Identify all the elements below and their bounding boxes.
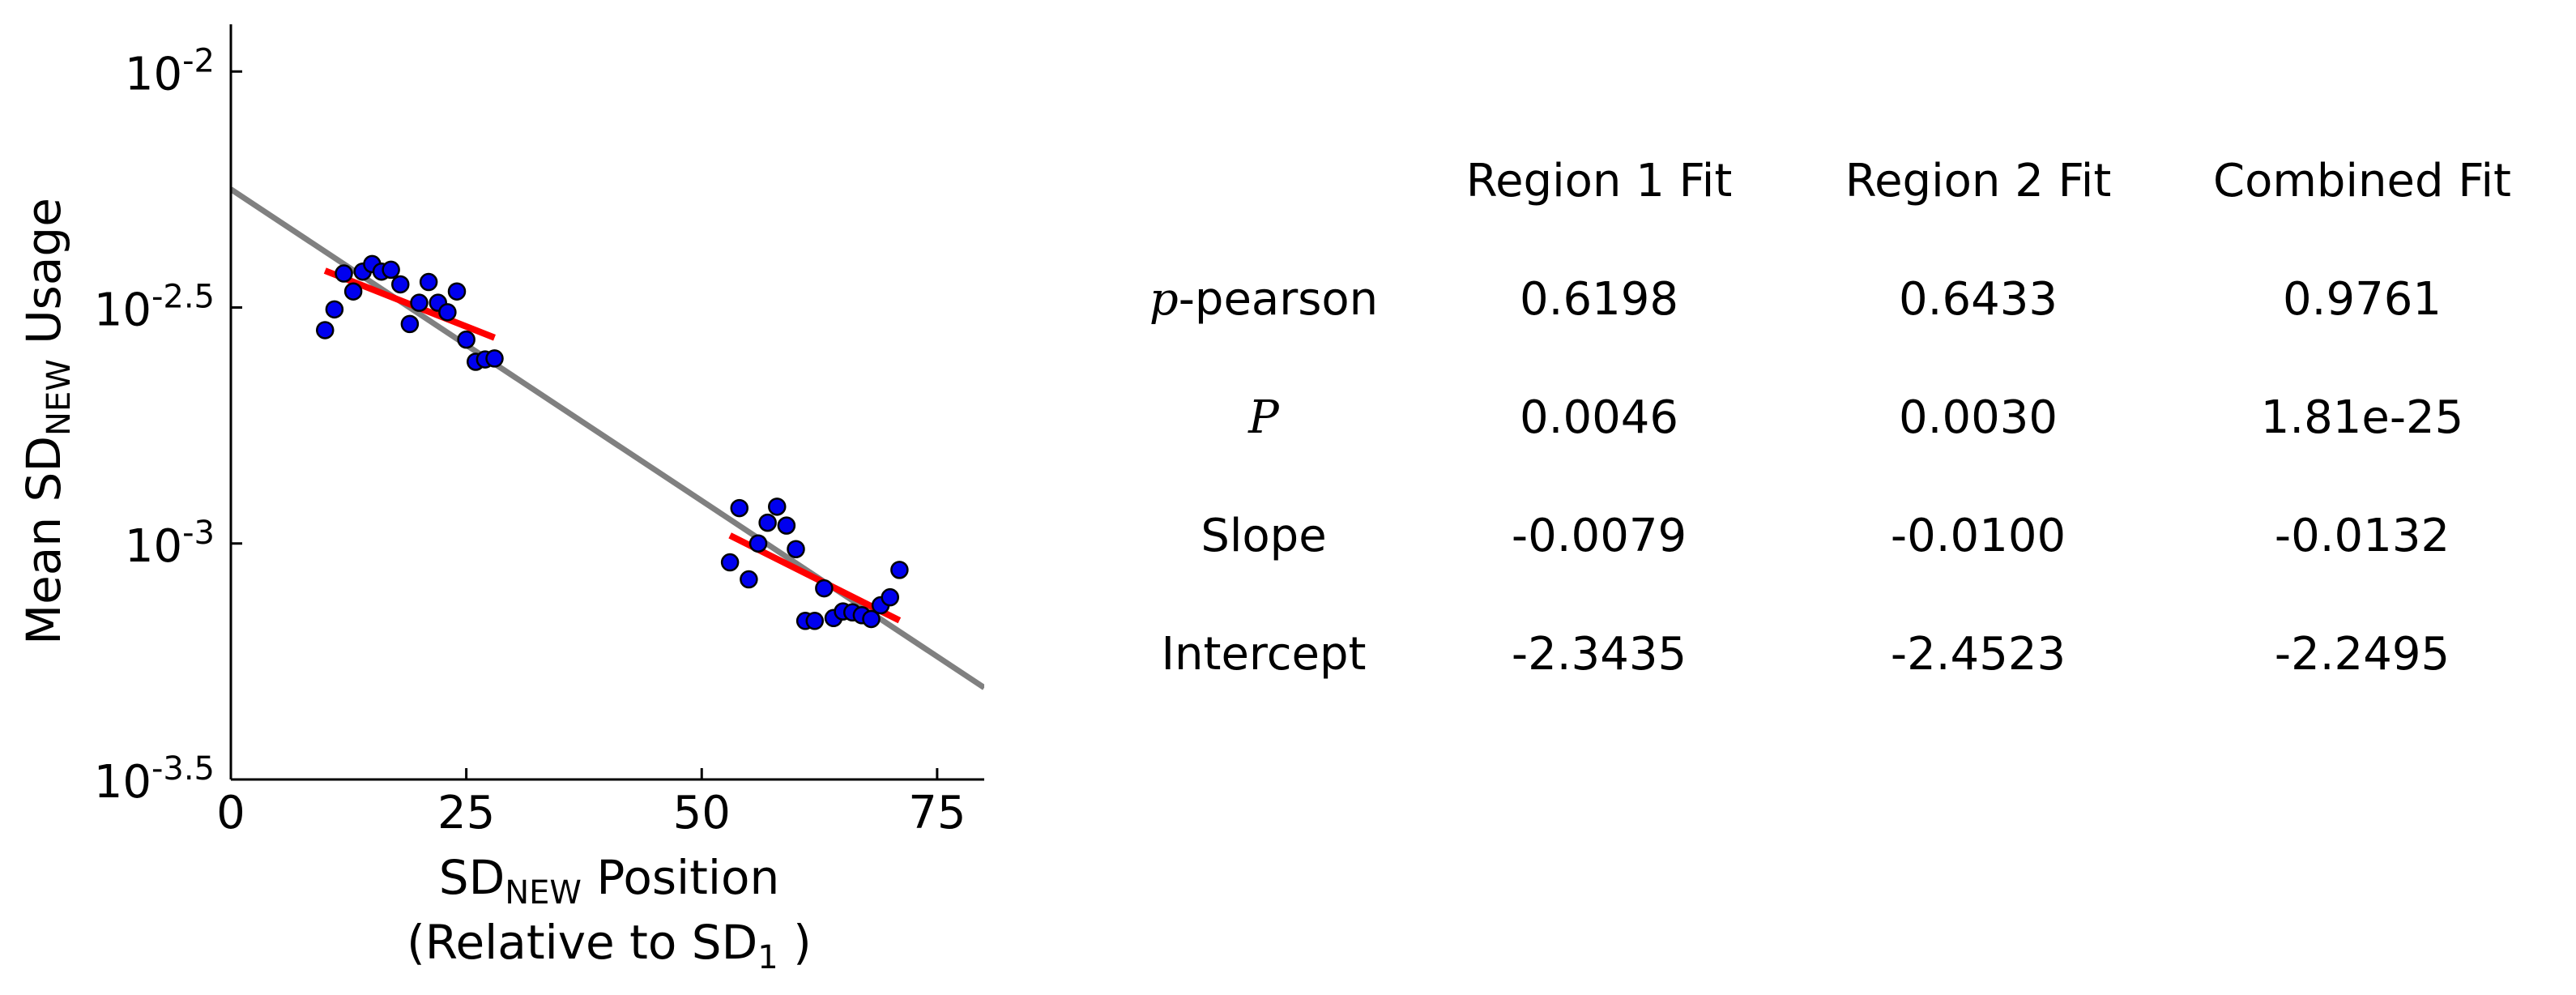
table-row-intercept: Intercept -2.3435 -2.4523 -2.2495	[1118, 595, 2557, 713]
data-point	[325, 300, 344, 319]
y-axis-label: Mean SDNEW Usage	[16, 198, 78, 645]
table-cell: 0.9761	[2283, 272, 2442, 326]
row-label-intercept: Intercept	[1118, 595, 1410, 713]
table-header-region1: Region 1 Fit	[1465, 154, 1733, 207]
x-axis-label-sub: NEW	[505, 874, 582, 912]
table-header-corner	[1118, 122, 1410, 240]
data-point	[720, 553, 740, 572]
row-label-pearson: p-pearson	[1118, 240, 1410, 358]
data-point	[457, 330, 476, 349]
data-point	[748, 534, 768, 553]
x-tick-label: 25	[437, 787, 495, 839]
x-axis-label-line1: SDNEW Position	[439, 850, 780, 912]
data-point	[768, 498, 787, 516]
row-label-math: P	[1248, 391, 1279, 444]
axes	[229, 24, 984, 781]
table-row-slope: Slope -0.0079 -0.0100 -0.0132	[1118, 476, 2557, 595]
x-tick-label: 75	[908, 787, 966, 839]
data-point	[343, 282, 363, 301]
data-point	[400, 314, 420, 334]
plot-area	[231, 186, 984, 690]
y-ticks: 10-2 10-2.5 10-3 10-3.5	[94, 42, 242, 809]
row-label-math: p	[1149, 272, 1179, 326]
x-axis-label2-main: (Relative to SD	[407, 915, 757, 970]
row-label-text: Intercept	[1161, 627, 1367, 681]
data-point	[740, 570, 758, 589]
table-row-pearson: p-pearson 0.6198 0.6433 0.9761	[1118, 240, 2557, 358]
table-cell: -0.0079	[1511, 509, 1687, 562]
y-tick-label: 10-2.5	[94, 279, 215, 337]
data-point	[316, 321, 335, 339]
fit-statistics-table: Region 1 Fit Region 2 Fit Combined Fit p…	[1118, 122, 2557, 713]
table-cell: -2.4523	[1890, 627, 2066, 681]
x-axis-label2-sub: 1	[757, 939, 778, 976]
y-axis-label-sub: NEW	[41, 359, 78, 436]
table-header-region2: Region 2 Fit	[1845, 154, 2112, 207]
table-cell: 0.6433	[1899, 272, 2058, 326]
region-fit-line	[323, 267, 496, 341]
data-point	[485, 349, 504, 368]
table-cell: -0.0100	[1890, 509, 2066, 562]
data-point	[805, 612, 824, 630]
table-row-p-value: P 0.0046 0.0030 1.81e-25	[1118, 358, 2557, 476]
x-axis-label-tail: Position	[582, 850, 779, 905]
row-label-p-value: P	[1118, 358, 1410, 476]
data-point	[815, 579, 834, 598]
data-point	[787, 540, 805, 558]
row-label-slope: Slope	[1118, 476, 1410, 595]
table-cell: -0.0132	[2274, 509, 2450, 562]
table-cell: 1.81e-25	[2260, 391, 2464, 444]
table-cell: -2.3435	[1511, 627, 1687, 681]
table-cell: 0.6198	[1520, 272, 1678, 326]
data-point	[881, 587, 899, 607]
x-tick-label: 0	[216, 787, 245, 839]
data-point	[419, 272, 438, 292]
data-point	[335, 264, 353, 283]
data-point	[447, 282, 467, 301]
x-ticks: 0 25 50 75	[216, 768, 966, 839]
data-point	[730, 498, 748, 518]
data-point	[438, 303, 457, 322]
x-axis-label-main: SD	[439, 850, 505, 905]
data-point	[382, 260, 400, 280]
x-axis-label-line2: (Relative to SD1 )	[407, 915, 812, 976]
row-label-text: Slope	[1201, 509, 1327, 562]
y-tick-label: 10-2	[125, 42, 215, 100]
table-cell: 0.0046	[1520, 391, 1678, 444]
data-point	[410, 293, 429, 312]
table-cell: 0.0030	[1899, 391, 2058, 444]
data-point	[890, 561, 909, 579]
data-point	[758, 513, 777, 532]
y-axis-label-main: Mean SD	[16, 436, 71, 645]
x-tick-label: 50	[673, 787, 731, 839]
y-tick-label: 10-3	[125, 515, 215, 573]
y-tick-label: 10-3.5	[94, 750, 215, 809]
data-point	[777, 516, 796, 535]
x-axis-label2-tail: )	[778, 915, 812, 970]
data-point	[391, 275, 410, 294]
y-axis-label-tail: Usage	[16, 198, 71, 359]
row-label-text: -pearson	[1178, 272, 1379, 326]
table-header-combined: Combined Fit	[2213, 154, 2511, 207]
table-cell: -2.2495	[2274, 627, 2450, 681]
data-point	[862, 609, 881, 629]
table-header-row: Region 1 Fit Region 2 Fit Combined Fit	[1118, 122, 2557, 240]
